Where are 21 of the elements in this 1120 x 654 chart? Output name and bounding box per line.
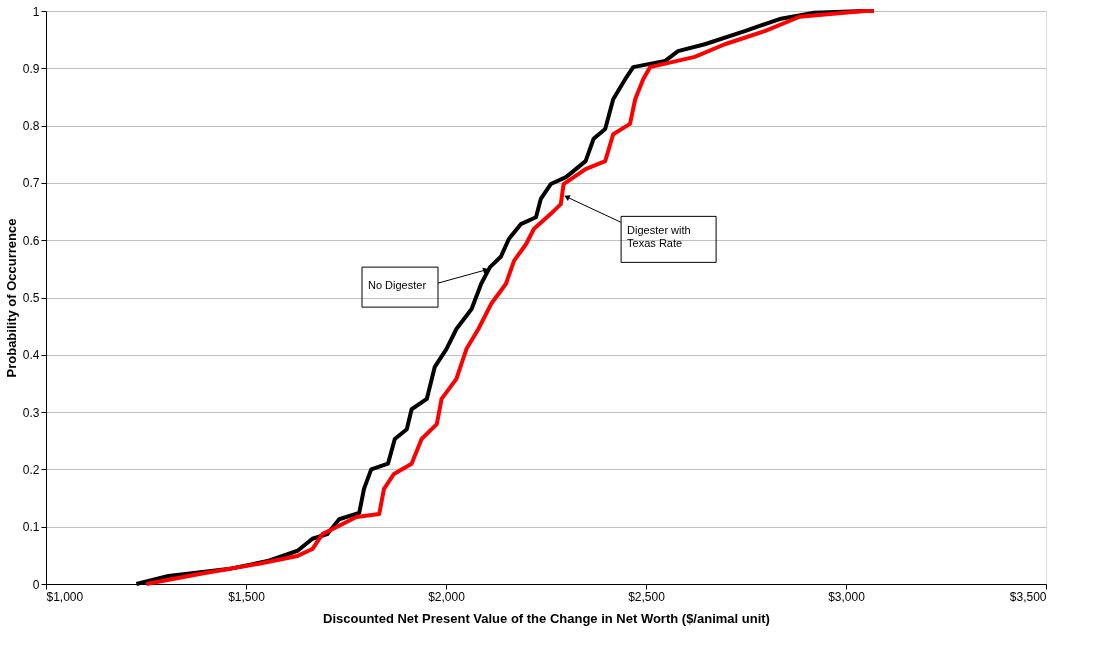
annotation: Digester with Texas Rate <box>627 224 691 250</box>
y-axis-title: Probability of Occurrence <box>3 218 19 378</box>
x-tick-label: $2,000 <box>428 589 466 604</box>
x-tick-label: $1,500 <box>228 589 266 604</box>
x-tick-label: $2,500 <box>628 589 666 604</box>
y-tick-label: 0.5 <box>22 291 40 305</box>
y-tick-label: 0 <box>32 577 40 592</box>
x-tick-label: $3,500 <box>1009 589 1047 604</box>
y-tick-label: 0.8 <box>22 119 40 134</box>
annotation: No Digester <box>368 279 427 292</box>
y-tick-label: 0.1 <box>22 520 40 535</box>
y-tick-label: 0.3 <box>22 405 40 420</box>
x-tick-label: $3,000 <box>828 589 866 604</box>
y-tick-label: 0.7 <box>22 176 40 191</box>
y-tick-label: 0.9 <box>22 61 40 76</box>
y-tick-label: 0.4 <box>22 348 40 363</box>
y-tick-label: 0.2 <box>22 462 40 477</box>
y-tick-label: 0.6 <box>22 233 40 248</box>
y-tick-label: 1 <box>32 4 40 19</box>
x-tick-label: $1,000 <box>46 589 84 604</box>
x-axis-title: Discounted Net Present Value of the Change in Net Worth ($/animal unit) <box>323 610 770 626</box>
